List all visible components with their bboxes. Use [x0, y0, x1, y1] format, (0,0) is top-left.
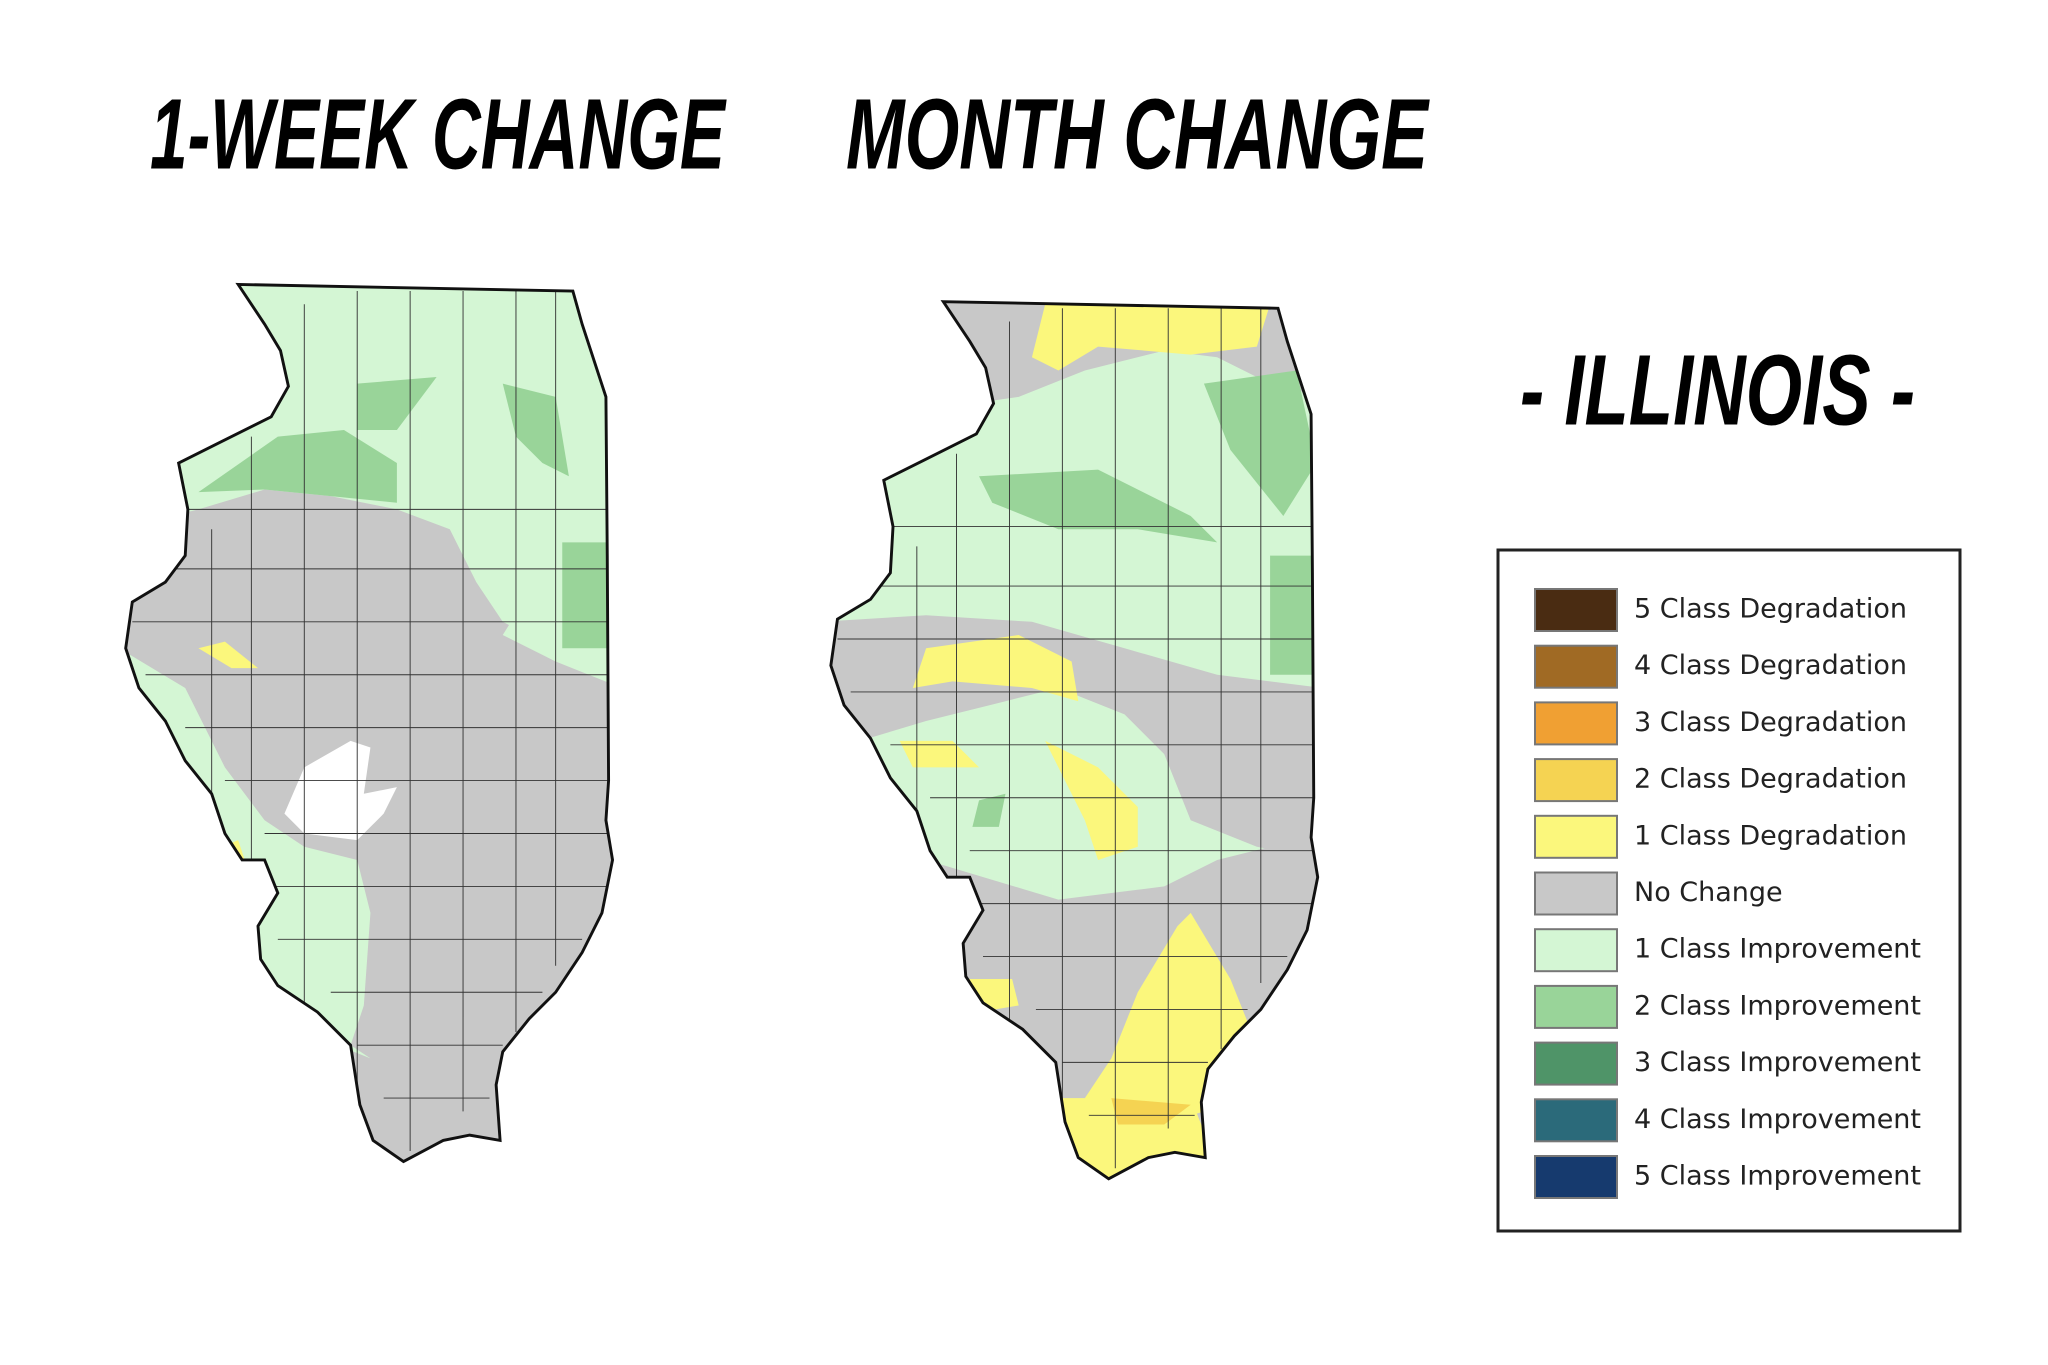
legend-swatch [1534, 758, 1618, 803]
region [502, 383, 569, 477]
legend-label: 1 Class Degradation [1634, 820, 1907, 851]
region [125, 648, 371, 1059]
week-title: 1-WEEK CHANGE [150, 78, 727, 190]
region [972, 793, 1006, 827]
legend-label: 5 Class Degradation [1634, 594, 1907, 625]
region [1270, 555, 1317, 675]
legend-swatch [1534, 928, 1618, 973]
region [899, 740, 980, 768]
region [198, 429, 397, 503]
region [198, 641, 258, 669]
legend-swatch [1534, 1041, 1618, 1086]
region [1203, 370, 1317, 516]
legend-swatch [1534, 984, 1618, 1029]
month-map [830, 301, 1318, 1179]
region [1031, 304, 1271, 371]
month-title: MONTH CHANGE [846, 78, 1430, 190]
week-map [125, 284, 613, 1162]
legend-swatch [1534, 644, 1618, 689]
legend-label: 4 Class Degradation [1634, 650, 1907, 681]
county-lines [837, 308, 1314, 1169]
region [357, 377, 437, 430]
legend-label: No Change [1634, 877, 1783, 908]
legend-label: 2 Class Degradation [1634, 764, 1907, 795]
legend-swatch [1534, 701, 1618, 746]
region [912, 635, 1079, 702]
maps [124, 282, 1320, 1181]
region [562, 542, 609, 649]
legend-swatch [1534, 1098, 1618, 1143]
legend-swatch [1534, 1155, 1618, 1199]
legend-swatch [1534, 814, 1618, 859]
legend-label: 1 Class Improvement [1634, 934, 1921, 965]
legend-label: 4 Class Improvement [1634, 1104, 1921, 1135]
legend-label: 3 Class Degradation [1634, 707, 1907, 738]
county-lines [132, 291, 609, 1152]
legend: 5 Class Degradation 4 Class Degradation 3 … [1496, 548, 1962, 1233]
region [1111, 1098, 1191, 1125]
legend-swatch [1534, 588, 1618, 632]
state-title: - ILLINOIS - [1520, 334, 1915, 446]
region [284, 740, 397, 841]
region [1045, 740, 1138, 860]
region [979, 469, 1218, 543]
legend-label: 5 Class Improvement [1634, 1161, 1921, 1192]
legend-label: 2 Class Improvement [1634, 990, 1921, 1021]
legend-swatch [1534, 871, 1618, 916]
legend-label: 3 Class Improvement [1634, 1047, 1921, 1078]
